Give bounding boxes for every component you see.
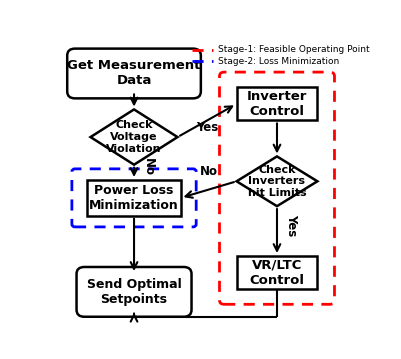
Text: VR/LTC
Control: VR/LTC Control xyxy=(249,258,304,286)
Text: Send Optimal
Setpoints: Send Optimal Setpoints xyxy=(87,278,181,306)
Bar xyxy=(237,256,318,289)
Bar xyxy=(237,87,318,121)
Text: Yes: Yes xyxy=(196,121,218,134)
Text: Power Loss
Minimization: Power Loss Minimization xyxy=(89,184,179,212)
Text: Stage-1: Feasible Operating Point: Stage-1: Feasible Operating Point xyxy=(218,46,370,55)
Polygon shape xyxy=(237,157,318,206)
Bar xyxy=(87,180,181,216)
FancyBboxPatch shape xyxy=(77,267,192,317)
Text: Inverter
Control: Inverter Control xyxy=(247,90,307,118)
Text: Check
Inverters
hit Limits: Check Inverters hit Limits xyxy=(248,165,306,198)
Text: No: No xyxy=(142,158,155,176)
FancyBboxPatch shape xyxy=(67,48,201,98)
Text: Yes: Yes xyxy=(285,214,298,237)
Text: Get Measurement
Data: Get Measurement Data xyxy=(67,60,201,88)
Text: No: No xyxy=(200,165,218,178)
Polygon shape xyxy=(91,109,178,165)
Text: Stage-2: Loss Minimization: Stage-2: Loss Minimization xyxy=(218,57,339,66)
Text: Check
Voltage
Violation: Check Voltage Violation xyxy=(106,121,162,154)
